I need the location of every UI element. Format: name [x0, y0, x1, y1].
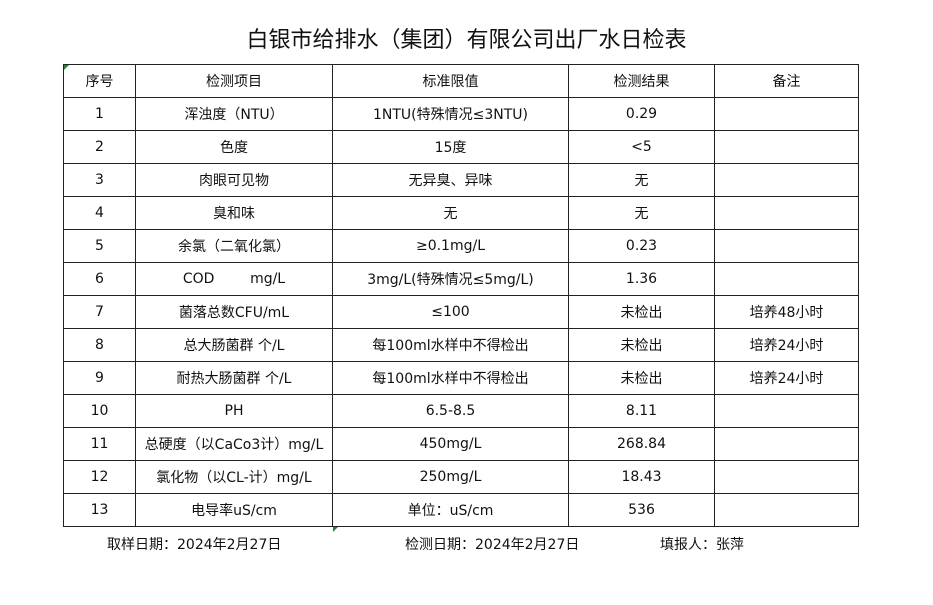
table-row: 3 肉眼可见物 无异臭、异味无 [63, 163, 859, 197]
cell-no: 7 [63, 295, 136, 329]
cell-remark [714, 130, 859, 164]
cell-standard: 每100ml水样中不得检出 [332, 328, 569, 362]
cell-standard: 6.5-8.5 [332, 394, 569, 428]
cell-result: <5 [568, 130, 715, 164]
cell-item: 肉眼可见物 [135, 163, 333, 197]
cell-item: 余氯（二氧化氯） [135, 229, 333, 263]
header-cell: 检测项目 [135, 64, 333, 98]
cell-no: 10 [63, 394, 136, 428]
header-cell: 标准限值 [332, 64, 569, 98]
cell-remark: 培养24小时 [714, 328, 859, 362]
cell-item: 臭和味 [135, 196, 333, 230]
cell-remark [714, 229, 859, 263]
table: 序号 检测项目 标准限值 检测结果 备注 1 浑浊度（NTU） 1NTU(特殊情况≤3NTU… [63, 64, 859, 527]
cell-standard: 450mg/L [332, 427, 569, 461]
cell-result: 0.23 [568, 229, 715, 263]
cell-no: 13 [63, 493, 136, 527]
header-cell: 序号 [63, 64, 136, 98]
cell-standard: 单位：uS/cm [332, 493, 569, 527]
cell-no: 6 [63, 262, 136, 296]
cell-remark [714, 262, 859, 296]
cell-remark [714, 493, 859, 527]
test-date: 检测日期：2024年2月27日 [405, 537, 580, 553]
cell-standard: 无异臭、异味 [332, 163, 569, 197]
title: 白银市给排水（集团）有限公司出厂水日检表 [246, 28, 687, 53]
cell-item: 色度 [135, 130, 333, 164]
cell-result: 268.84 [568, 427, 715, 461]
cell-item: 总大肠菌群 个/L [135, 328, 333, 362]
cell-no: 9 [63, 361, 136, 395]
cell-result: 未检出 [568, 295, 715, 329]
cell-standard: 3mg/L(特殊情况≤5mg/L) [332, 262, 569, 296]
cell-standard: 15度 [332, 130, 569, 164]
reporter: 填报人：张萍 [660, 537, 744, 553]
table-row: 7 菌落总数CFU/mL ≤100 未检出 培养48小时 [63, 295, 859, 329]
cell-remark [714, 460, 859, 494]
table-row: 2 色度 15度 <5 [63, 130, 859, 164]
cell-no: 3 [63, 163, 136, 197]
header-cell: 备注 [714, 64, 859, 98]
cell-remark: 培养24小时 [714, 361, 859, 395]
cell-item: PH [135, 394, 333, 428]
cell-no: 2 [63, 130, 136, 164]
cell-no: 12 [63, 460, 136, 494]
cell-standard: 1NTU(特殊情况≤3NTU) [332, 97, 569, 131]
cell-remark [714, 97, 859, 131]
cell-item: 浑浊度（NTU） [135, 97, 333, 131]
cell-result: 无 [568, 163, 715, 197]
cell-remark [714, 196, 859, 230]
cell-item: 耐热大肠菌群 个/L [135, 361, 333, 395]
cell-result: 1.36 [568, 262, 715, 296]
cell-result: 未检出 [568, 361, 715, 395]
table-row: 9 耐热大肠菌群 个/L 每100ml水样中不得检出 未检出 培养24小时 [63, 361, 859, 395]
cell-standard: 无 [332, 196, 569, 230]
table-row: 13 电导率uS/cm 单位：uS/cm 536 [63, 493, 859, 527]
cell-result: 无 [568, 196, 715, 230]
cell-standard: 每100ml水样中不得检出 [332, 361, 569, 395]
cell-item: 电导率uS/cm [135, 493, 333, 527]
header-row: 序号 检测项目 标准限值 检测结果 备注 [63, 64, 859, 98]
cell-result: 8.11 [568, 394, 715, 428]
cell-remark [714, 163, 859, 197]
table-row: 4 臭和味无无 [63, 196, 859, 230]
cell-no: 11 [63, 427, 136, 461]
table-row: 1 浑浊度（NTU） 1NTU(特殊情况≤3NTU) 0.29 [63, 97, 859, 131]
table-row: 12 氯化物（以CL-计）mg/L 250mg/L 18.43 [63, 460, 859, 494]
cell-result: 未检出 [568, 328, 715, 362]
cell-no: 4 [63, 196, 136, 230]
table-row: 5 余氯（二氧化氯） ≥0.1mg/L 0.23 [63, 229, 859, 263]
cell-result: 536 [568, 493, 715, 527]
cell-remark [714, 394, 859, 428]
table-row: 10 PH 6.5-8.5 8.11 [63, 394, 859, 428]
corner-mark [333, 527, 338, 532]
cell-remark: 培养48小时 [714, 295, 859, 329]
cell-item: 氯化物（以CL-计）mg/L [135, 460, 333, 494]
header-cell: 检测结果 [568, 64, 715, 98]
table-row: 11 总硬度（以CaCo3计）mg/L 450mg/L 268.84 [63, 427, 859, 461]
cell-standard: ≤100 [332, 295, 569, 329]
cell-item: COD mg/L [135, 262, 333, 296]
cell-standard: ≥0.1mg/L [332, 229, 569, 263]
cell-no: 5 [63, 229, 136, 263]
cell-item: 菌落总数CFU/mL [135, 295, 333, 329]
cell-result: 0.29 [568, 97, 715, 131]
cell-item: 总硬度（以CaCo3计）mg/L [135, 427, 333, 461]
cell-remark [714, 427, 859, 461]
cell-no: 1 [63, 97, 136, 131]
cell-result: 18.43 [568, 460, 715, 494]
cell-no: 8 [63, 328, 136, 362]
sampling-date: 取样日期：2024年2月27日 [107, 537, 282, 553]
cell-standard: 250mg/L [332, 460, 569, 494]
table-row: 8 总大肠菌群 个/L 每100ml水样中不得检出 未检出 培养24小时 [63, 328, 859, 362]
table-row: 6 COD mg/L 3mg/L(特殊情况≤5mg/L) 1.36 [63, 262, 859, 296]
corner-mark [64, 65, 69, 70]
